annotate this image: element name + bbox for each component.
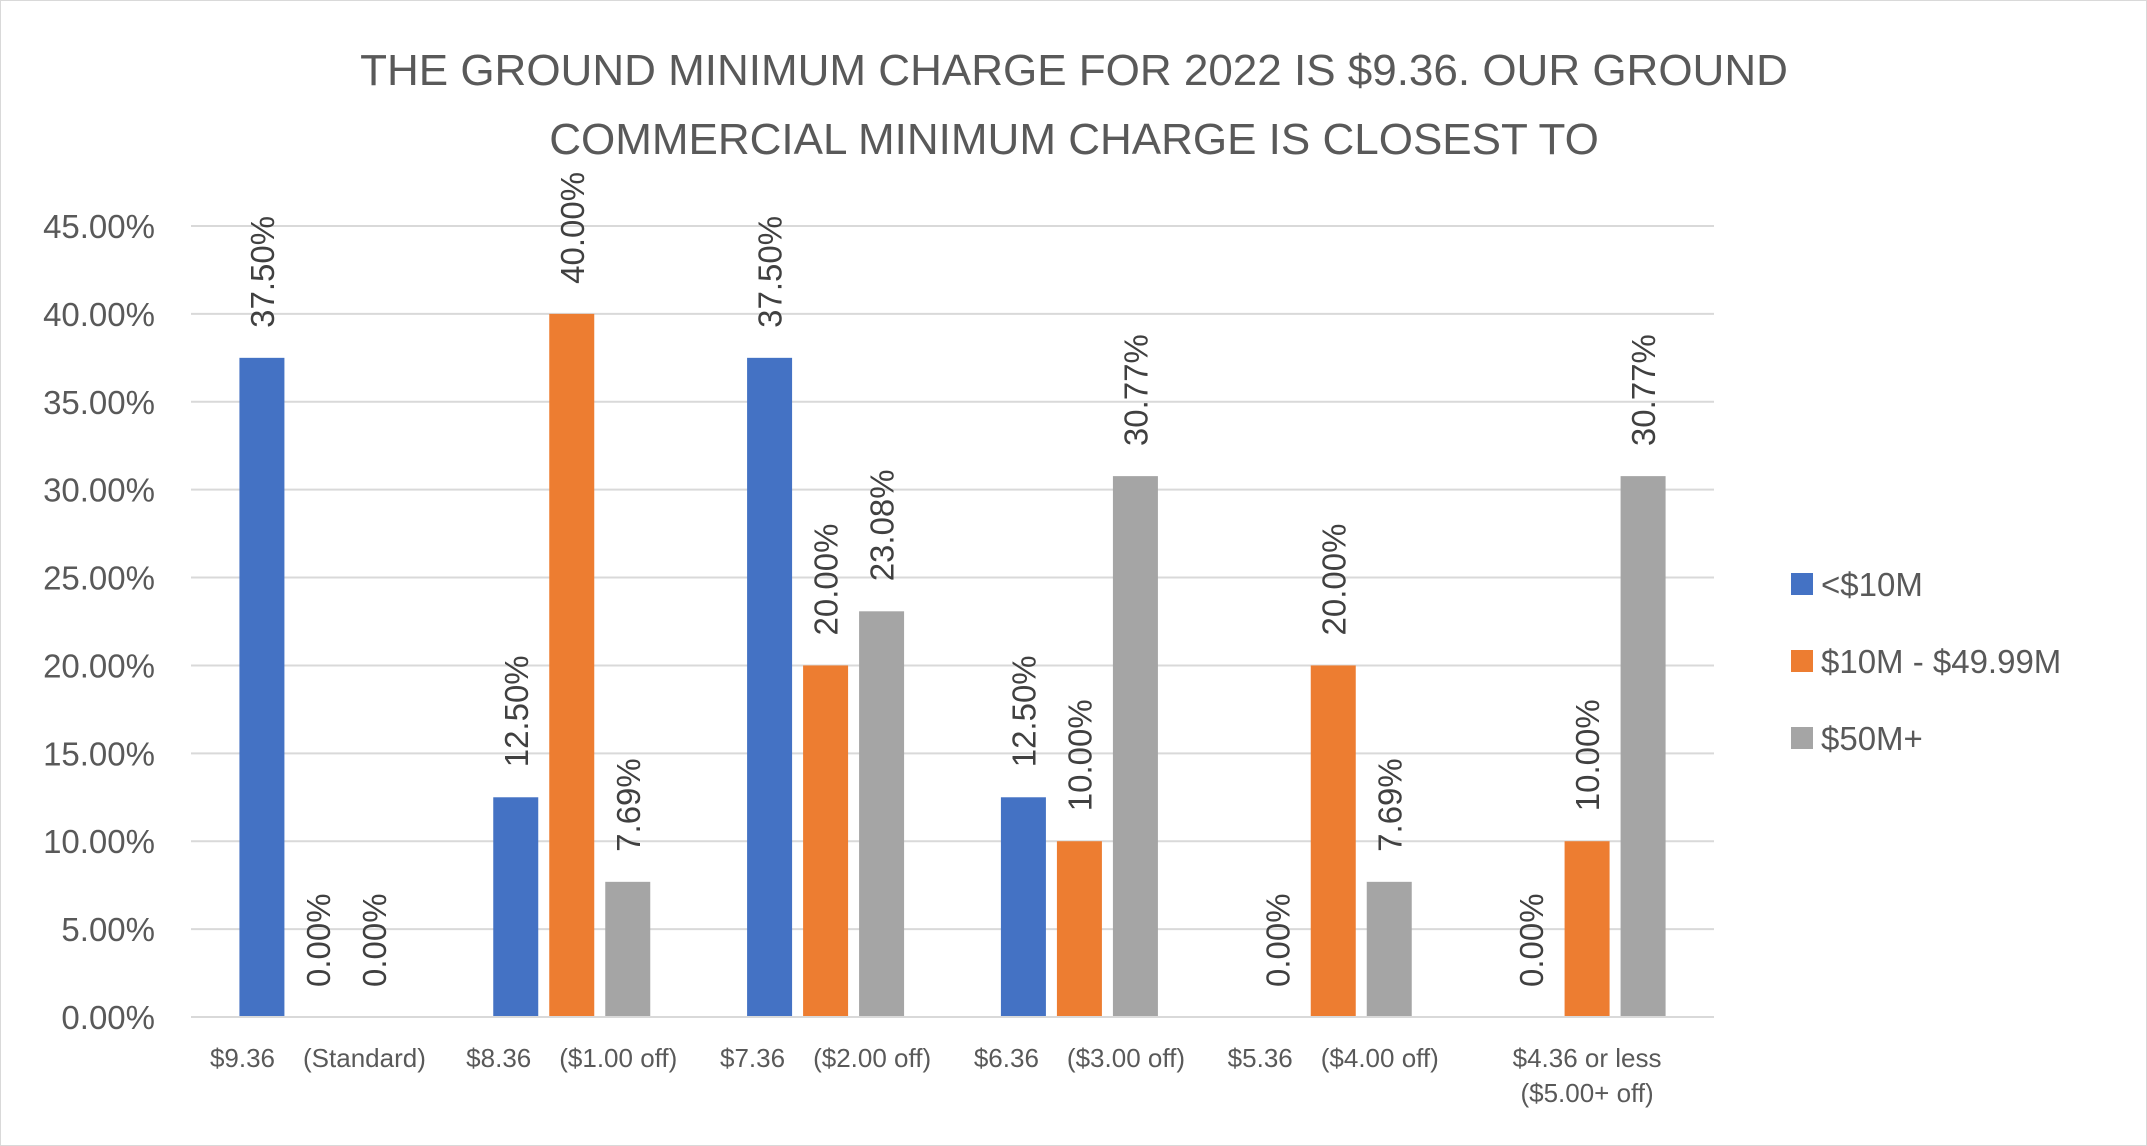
data-label-series-0-cat-3: 12.50% [1005,655,1042,767]
legend-swatch-2 [1791,727,1813,749]
legend-swatch-1 [1791,650,1813,672]
bars [239,313,1666,1017]
data-label-series-2-cat-2: 23.08% [864,469,901,581]
y-tick-label: 30.00% [43,472,155,509]
data-label-series-1-cat-2: 20.00% [808,524,845,636]
chart-title-line: COMMERCIAL MINIMUM CHARGE IS CLOSEST TO [549,115,1599,164]
bar-series-2-cat-4 [1366,881,1412,1017]
bar-series-0-cat-1 [493,797,539,1017]
x-category-label: $8.36 ($1.00 off) [466,1043,677,1073]
x-category-label: $6.36 ($3.00 off) [974,1043,1185,1073]
data-label-series-2-cat-0: 0.00% [356,893,393,987]
bar-series-2-cat-1 [605,881,651,1017]
y-tick-label: 25.00% [43,560,155,597]
data-label-series-2-cat-4: 7.69% [1371,758,1408,852]
data-labels: 37.50% 0.00% 0.00% 12.50% 40.00% 7.69% 37.50% 2… [244,172,1662,987]
data-label-series-0-cat-0: 37.50% [244,216,281,328]
bar-series-1-cat-3 [1056,841,1102,1017]
bar-series-2-cat-2 [859,611,905,1017]
x-axis-categories: $9.36 (Standard) $8.36 ($1.00 off) $7.36… [210,1043,1662,1108]
x-category-label: $7.36 ($2.00 off) [720,1043,931,1073]
y-tick-label: 10.00% [43,823,155,860]
data-label-series-1-cat-3: 10.00% [1061,699,1098,811]
bar-series-1-cat-4 [1310,665,1356,1017]
data-label-series-1-cat-4: 20.00% [1315,524,1352,636]
y-tick-label: 0.00% [61,999,155,1036]
data-label-series-1-cat-5: 10.00% [1569,699,1606,811]
legend-label-2: $50M+ [1821,720,1923,757]
gridlines [191,225,1714,931]
legend-swatch-0 [1791,573,1813,595]
data-label-series-0-cat-5: 0.00% [1513,893,1550,987]
y-tick-label: 35.00% [43,384,155,421]
bar-series-0-cat-3 [1000,797,1046,1017]
bar-series-0-cat-2 [747,357,793,1017]
data-label-series-0-cat-2: 37.50% [752,216,789,328]
y-tick-label: 45.00% [43,208,155,245]
data-label-series-1-cat-0: 0.00% [300,893,337,987]
data-label-series-0-cat-1: 12.50% [498,655,535,767]
bar-series-2-cat-3 [1112,476,1158,1017]
bar-series-1-cat-1 [549,313,595,1017]
x-category-label: ($5.00+ off) [1520,1078,1653,1108]
legend-label-0: <$10M [1821,566,1923,603]
y-axis-ticks: 0.00% 5.00% 10.00% 15.00% 20.00% 25.00% 30.00%… [43,208,155,1036]
data-label-series-2-cat-3: 30.77% [1117,334,1154,446]
y-tick-label: 5.00% [61,911,155,948]
bar-series-0-cat-0 [239,357,285,1017]
x-category-label: $4.36 or less [1513,1043,1662,1073]
data-label-series-0-cat-4: 0.00% [1259,893,1296,987]
bar-series-1-cat-5 [1564,841,1610,1017]
y-tick-label: 15.00% [43,735,155,772]
data-label-series-2-cat-1: 7.69% [610,758,647,852]
bar-series-1-cat-2 [803,665,849,1017]
y-tick-label: 40.00% [43,296,155,333]
bar-series-2-cat-5 [1620,476,1666,1017]
data-label-series-2-cat-5: 30.77% [1625,334,1662,446]
chart-title: THE GROUND MINIMUM CHARGE FOR 2022 IS $9… [360,46,1788,164]
x-category-label: $9.36 (Standard) [210,1043,426,1073]
chart-title-line: THE GROUND MINIMUM CHARGE FOR 2022 IS $9… [360,46,1788,95]
legend: <$10M $10M - $49.99M $50M+ [1791,566,2061,757]
data-label-series-1-cat-1: 40.00% [554,172,591,284]
y-tick-label: 20.00% [43,647,155,684]
x-category-label: $5.36 ($4.00 off) [1228,1043,1439,1073]
legend-label-1: $10M - $49.99M [1821,643,2061,680]
